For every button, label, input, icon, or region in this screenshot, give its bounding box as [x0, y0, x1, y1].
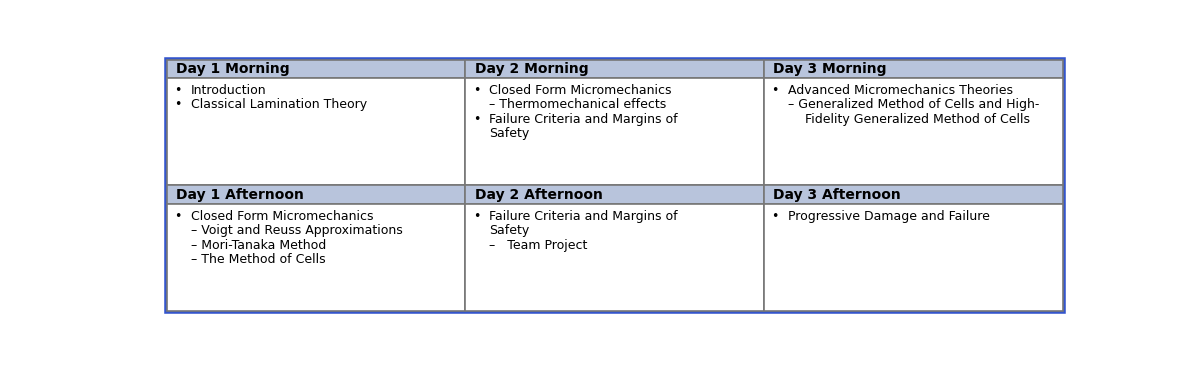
Text: Day 2 Afternoon: Day 2 Afternoon: [474, 188, 602, 202]
Text: – Thermomechanical effects: – Thermomechanical effects: [490, 98, 667, 112]
Text: Closed Form Micromechanics: Closed Form Micromechanics: [490, 84, 672, 97]
Bar: [764, 79, 1063, 185]
Text: Introduction: Introduction: [191, 84, 266, 97]
Bar: [167, 79, 466, 185]
Text: •: •: [772, 84, 779, 97]
Bar: [466, 204, 764, 311]
Text: •: •: [174, 210, 181, 223]
Bar: [764, 204, 1063, 311]
Bar: [167, 204, 466, 311]
Bar: [764, 59, 1063, 79]
Text: •: •: [473, 84, 480, 97]
Text: Day 1 Afternoon: Day 1 Afternoon: [176, 188, 304, 202]
Text: Safety: Safety: [490, 127, 529, 140]
Text: Failure Criteria and Margins of: Failure Criteria and Margins of: [490, 210, 678, 223]
Text: Advanced Micromechanics Theories: Advanced Micromechanics Theories: [788, 84, 1013, 97]
Text: Day 1 Morning: Day 1 Morning: [176, 62, 289, 76]
Text: •: •: [174, 98, 181, 112]
Bar: [167, 59, 466, 79]
Text: Safety: Safety: [490, 224, 529, 237]
Text: •: •: [772, 210, 779, 223]
Text: Day 3 Afternoon: Day 3 Afternoon: [773, 188, 901, 202]
Text: Day 2 Morning: Day 2 Morning: [474, 62, 588, 76]
Text: Classical Lamination Theory: Classical Lamination Theory: [191, 98, 367, 112]
Text: –   Team Project: – Team Project: [490, 239, 588, 252]
Text: •: •: [473, 113, 480, 126]
Text: – Voigt and Reuss Approximations: – Voigt and Reuss Approximations: [191, 224, 403, 237]
Text: Closed Form Micromechanics: Closed Form Micromechanics: [191, 210, 373, 223]
Bar: [466, 79, 764, 185]
Text: Failure Criteria and Margins of: Failure Criteria and Margins of: [490, 113, 678, 126]
Text: •: •: [473, 210, 480, 223]
Bar: [466, 59, 764, 79]
Text: – Generalized Method of Cells and High-: – Generalized Method of Cells and High-: [788, 98, 1039, 112]
Bar: [466, 185, 764, 204]
Bar: [167, 185, 466, 204]
Bar: [167, 59, 1063, 311]
Text: Progressive Damage and Failure: Progressive Damage and Failure: [788, 210, 990, 223]
Text: – Mori-Tanaka Method: – Mori-Tanaka Method: [191, 239, 326, 252]
Text: •: •: [174, 84, 181, 97]
Text: Day 3 Morning: Day 3 Morning: [773, 62, 887, 76]
Text: – The Method of Cells: – The Method of Cells: [191, 253, 325, 266]
Text: Fidelity Generalized Method of Cells: Fidelity Generalized Method of Cells: [805, 113, 1030, 126]
Bar: [764, 185, 1063, 204]
